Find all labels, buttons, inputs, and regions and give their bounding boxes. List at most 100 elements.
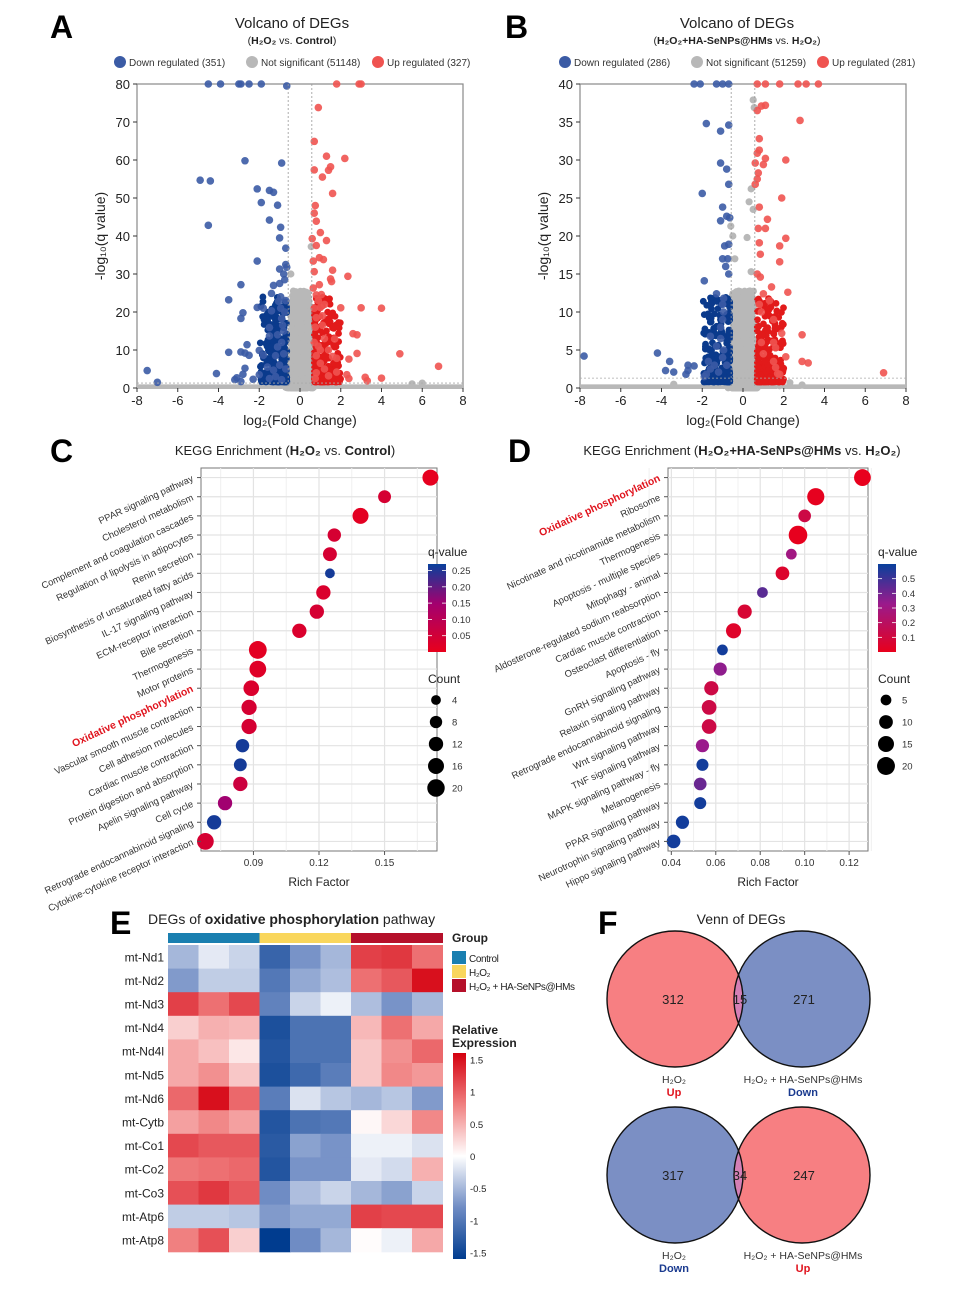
heatmap-cell xyxy=(290,992,321,1017)
up-point xyxy=(777,194,786,202)
chart-subtitle-part: vs. xyxy=(276,35,295,47)
bubble-point xyxy=(235,738,250,753)
chart-title: KEGG Enrichment (H₂O₂+HA-SeNPs@HMs vs. H… xyxy=(583,443,900,458)
ns-point xyxy=(304,322,311,330)
up-point xyxy=(776,339,784,347)
ns-point xyxy=(731,255,739,263)
heatmap-cell xyxy=(168,1110,199,1135)
group-bar-cell xyxy=(351,933,382,943)
q-legend-tick-label: 0.15 xyxy=(452,599,471,610)
venn-dir-left: Up xyxy=(667,1087,682,1099)
legend-label-up: Up regulated (281) xyxy=(832,58,915,69)
count-legend-label: 20 xyxy=(902,762,913,773)
legend-marker-up xyxy=(817,56,829,68)
down-point xyxy=(669,368,678,376)
heatmap-cell xyxy=(381,992,413,1017)
up-point xyxy=(323,327,330,335)
up-point xyxy=(318,321,327,330)
up-point xyxy=(316,346,325,354)
down-point xyxy=(224,296,233,304)
down-point xyxy=(653,349,662,357)
chart-title-part: H₂O₂ xyxy=(290,443,321,458)
ns-point xyxy=(748,348,756,356)
y-tick-label: 0 xyxy=(566,381,573,396)
down-point xyxy=(690,362,698,370)
heatmap-cell xyxy=(229,1015,260,1040)
y-tick-label: 20 xyxy=(559,229,573,244)
x-axis-label: log₂(Fold Change) xyxy=(243,412,357,428)
heatmap-cell xyxy=(259,1228,291,1253)
x-axis-label: log₂(Fold Change) xyxy=(686,412,800,428)
heatmap-cell xyxy=(198,1181,230,1206)
heatmap-cell xyxy=(412,968,443,993)
heatmap-cell xyxy=(198,992,230,1017)
bubble-point xyxy=(854,469,871,486)
row-label: mt-Co2 xyxy=(125,1163,165,1177)
up-point xyxy=(326,300,334,308)
down-point xyxy=(721,262,730,271)
ns-point xyxy=(745,198,753,206)
up-point xyxy=(314,103,323,112)
bubble-point xyxy=(701,700,717,715)
up-point xyxy=(316,303,325,312)
q-legend-tick-label: 0.20 xyxy=(452,582,471,593)
group-bar-cell xyxy=(168,933,199,943)
heatmap-cell xyxy=(290,945,321,970)
scale-legend-title: Expression xyxy=(452,1036,517,1050)
bubble-point xyxy=(807,488,825,506)
heatmap-cell xyxy=(351,1228,382,1253)
y-tick-label: 70 xyxy=(116,115,130,130)
up-point xyxy=(377,374,386,382)
down-point xyxy=(724,180,733,189)
up-point xyxy=(336,319,344,327)
bubble-point xyxy=(798,509,811,523)
down-point xyxy=(275,234,284,242)
scale-tick-label: -1 xyxy=(470,1216,478,1227)
venn-count-right: 271 xyxy=(793,992,815,1007)
bubble-point xyxy=(713,662,727,676)
heatmap-cell xyxy=(198,945,230,970)
heatmap-cell xyxy=(351,1110,382,1135)
x-tick-label: 0.15 xyxy=(375,858,395,869)
heatmap-cell xyxy=(259,1063,291,1088)
up-point xyxy=(345,374,353,383)
down-point xyxy=(281,296,290,305)
group-bar-cell xyxy=(229,933,260,943)
up-point xyxy=(310,338,319,347)
up-point xyxy=(311,374,320,383)
y-tick-label: 30 xyxy=(116,267,130,282)
heatmap-cell xyxy=(381,968,413,993)
up-point xyxy=(332,368,341,376)
ns-point xyxy=(733,352,741,360)
up-point xyxy=(761,101,770,110)
heatmap-cell xyxy=(351,1039,382,1064)
heatmap-cell xyxy=(320,1133,352,1158)
heatmap-cell xyxy=(229,1181,260,1206)
up-point xyxy=(759,160,768,169)
up-point xyxy=(780,304,787,312)
up-point xyxy=(320,334,329,343)
bubble-point xyxy=(196,833,214,850)
down-point xyxy=(255,370,264,379)
row-label: mt-Co3 xyxy=(125,1186,165,1200)
up-point xyxy=(310,267,319,276)
up-point xyxy=(757,338,766,347)
up-point xyxy=(767,283,776,291)
down-point xyxy=(712,289,721,298)
heatmap-cell xyxy=(229,1157,260,1182)
down-point xyxy=(702,119,711,128)
down-point xyxy=(700,277,709,285)
count-legend-marker xyxy=(879,715,893,729)
up-point xyxy=(754,375,762,383)
up-point xyxy=(751,159,760,167)
down-point xyxy=(716,127,725,135)
heatmap-cell xyxy=(351,992,382,1017)
up-point xyxy=(759,350,768,358)
q-legend-tick-label: 0.2 xyxy=(902,618,915,629)
group-bar-cell xyxy=(290,933,321,943)
down-point xyxy=(259,313,267,321)
chart-title-part: pathway xyxy=(379,911,435,927)
y-tick-label: 35 xyxy=(559,115,573,130)
venn-dir-left: Down xyxy=(659,1263,689,1275)
plot-area xyxy=(667,467,869,852)
